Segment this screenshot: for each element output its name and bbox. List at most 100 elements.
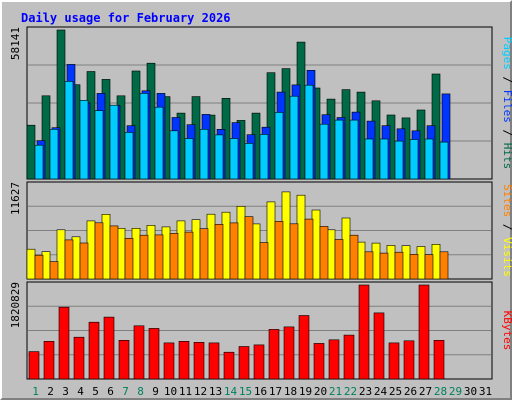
bar-kbytes-day-5 [88,321,100,380]
bar-sites-day-23 [364,251,374,280]
legend-panel1-part-2: Files [501,90,512,123]
bar-sites-day-14 [229,222,239,280]
bar-kbytes-day-4 [73,336,85,380]
x-tick-label-day-26: 26 [404,385,417,398]
legend-panel1-part-3: / [501,123,512,143]
x-tick-label-day-21: 21 [329,385,342,398]
bar-pages-day-27 [424,138,434,180]
bar-pages-day-20 [319,123,329,180]
x-tick-label-day-19: 19 [299,385,312,398]
legend-panel3-part-0: KBytes [501,311,512,351]
chart-title: Daily usage for February 2026 [21,11,231,25]
bar-pages-day-3 [64,81,74,180]
bar-kbytes-day-11 [178,340,190,380]
bar-kbytes-day-2 [43,340,55,380]
bar-sites-day-27 [424,254,434,280]
bar-sites-day-22 [349,234,359,280]
bar-sites-day-20 [319,226,329,280]
bar-kbytes-day-16 [253,344,265,380]
bar-sites-day-3 [64,239,74,280]
bar-pages-day-10 [169,130,179,180]
x-tick-label-day-28: 28 [434,385,447,398]
bar-kbytes-day-9 [148,328,160,380]
legend-panel1-part-1: / [501,70,512,90]
bar-kbytes-day-28 [433,339,445,380]
bar-kbytes-day-18 [283,326,295,380]
bar-kbytes-day-3 [58,306,70,380]
bar-pages-day-13 [214,134,224,180]
bar-pages-day-1 [34,144,44,180]
bar-kbytes-day-25 [388,342,400,380]
x-tick-label-day-27: 27 [419,385,432,398]
bar-kbytes-day-22 [343,334,355,380]
bar-pages-day-26 [409,139,419,180]
bar-kbytes-day-13 [208,342,220,380]
bar-sites-day-17 [274,221,284,280]
bar-sites-day-26 [409,254,419,280]
x-tick-label-day-10: 10 [164,385,177,398]
bar-sites-day-9 [154,234,164,280]
bar-sites-day-1 [34,254,44,280]
bar-pages-day-2 [49,129,59,180]
bar-sites-day-28 [439,251,449,280]
bar-sites-day-10 [169,233,179,280]
x-tick-label-day-9: 9 [152,385,159,398]
x-tick-label-day-30: 30 [464,385,477,398]
bar-pages-day-24 [379,138,389,180]
x-tick-label-day-4: 4 [77,385,84,398]
x-tick-label-day-8: 8 [137,385,144,398]
x-tick-label-day-2: 2 [47,385,54,398]
bar-sites-day-6 [109,225,119,280]
x-tick-label-day-14: 14 [224,385,238,398]
legend-panel1-part-0: Pages [501,37,512,70]
bar-kbytes-day-15 [238,346,250,380]
bar-pages-day-18 [289,95,299,180]
bar-pages-day-25 [394,140,404,180]
bar-pages-day-22 [349,119,359,180]
bar-kbytes-day-26 [403,340,415,380]
x-tick-label-day-11: 11 [179,385,192,398]
bar-kbytes-day-20 [313,343,325,380]
bar-kbytes-day-27 [418,284,430,380]
bar-pages-day-15 [244,143,254,180]
bar-pages-day-7 [124,132,134,180]
x-tick-label-day-15: 15 [239,385,252,398]
bar-kbytes-day-17 [268,329,280,380]
bar-sites-day-4 [79,242,89,280]
bar-kbytes-day-6 [103,316,115,380]
x-tick-label-day-17: 17 [269,385,282,398]
x-tick-label-day-25: 25 [389,385,402,398]
ymax-label-hits-files-pages: 58141 [9,27,22,60]
bar-pages-day-28 [439,141,449,180]
bar-pages-day-11 [184,138,194,180]
bar-pages-day-6 [109,104,119,180]
bar-pages-day-23 [364,138,374,180]
legend-panel1-part-4: Hits [501,143,512,170]
bar-sites-day-12 [199,228,209,280]
ymax-label-kbytes: 1820829 [9,282,22,328]
bar-pages-day-16 [259,134,269,180]
x-tick-label-day-12: 12 [194,385,207,398]
bar-sites-day-7 [124,238,134,280]
legend-panel2: Sites / Visits [501,184,512,277]
bar-sites-day-15 [244,216,254,280]
x-tick-label-day-18: 18 [284,385,297,398]
bar-pages-day-5 [94,110,104,180]
x-tick-label-day-22: 22 [344,385,357,398]
bar-kbytes-day-7 [118,339,130,380]
bar-kbytes-day-23 [358,284,370,380]
bar-sites-day-16 [259,242,269,280]
legend-panel2-part-0: Sites [501,184,512,217]
bar-sites-day-8 [139,234,149,280]
bar-pages-day-4 [79,100,89,180]
legend-panel3: KBytes [501,311,512,351]
bar-kbytes-day-21 [328,339,340,380]
bar-sites-day-21 [334,239,344,280]
bar-pages-day-17 [274,112,284,180]
bar-pages-day-8 [139,93,149,180]
bar-kbytes-day-19 [298,315,310,380]
bar-sites-day-13 [214,224,224,280]
bar-pages-day-19 [304,84,314,180]
